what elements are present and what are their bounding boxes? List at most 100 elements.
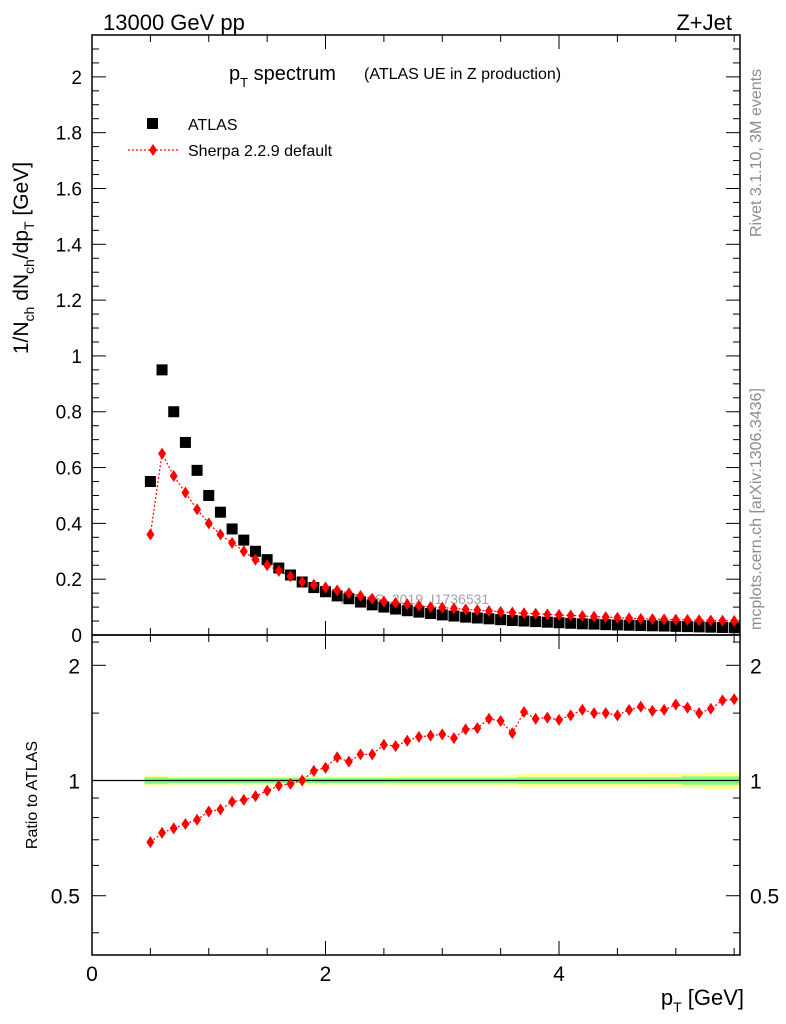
sherpa-point (239, 545, 248, 558)
y-tick-label: 0.4 (56, 514, 83, 535)
sherpa-point (625, 612, 634, 625)
sherpa-point (204, 517, 213, 530)
atlas-point (448, 610, 460, 622)
ratio-y-tick-label: 2 (68, 655, 80, 678)
x-tick-label: 0 (86, 963, 98, 986)
ratio-point (438, 728, 447, 741)
sherpa-point (228, 536, 237, 549)
sherpa-point (344, 587, 353, 600)
xlabel-rest: [GeV] (682, 985, 744, 1010)
x-axis-label: pT [GeV] (661, 985, 744, 1015)
ratio-point (706, 702, 715, 715)
ratio-y-tick-label-right: 0.5 (750, 886, 779, 909)
ratio-point (555, 713, 564, 726)
ratio-point (391, 740, 400, 753)
ratio-line (150, 698, 735, 843)
atlas-point (238, 534, 250, 546)
legend-atlas-marker (147, 118, 158, 129)
xlabel-sub: T (673, 999, 682, 1015)
sherpa-point (263, 559, 272, 572)
atlas-point (179, 436, 191, 448)
ratio-point (531, 712, 540, 725)
ratio-point (158, 826, 167, 839)
ratio-point (263, 784, 272, 797)
sherpa-point (508, 606, 517, 619)
atlas-point (646, 620, 658, 632)
y-tick-label: 1.8 (56, 124, 82, 145)
x-tick-label: 4 (553, 963, 565, 986)
mcplots-label: mcplots.cern.ch [arXiv:1306.3436] (748, 388, 765, 630)
atlas-point (249, 545, 261, 557)
main-y-tick-labels: 0 0.2 0.4 0.6 0.8 1 1.2 1.4 1.6 1.8 2 (56, 68, 83, 647)
sherpa-point (391, 596, 400, 609)
title-sub: T (240, 75, 248, 90)
main-marks (144, 364, 740, 634)
ratio-point (333, 751, 342, 764)
ratio-tick-labels: 0.5 0.5 1 1 2 2 0 2 4 (51, 655, 779, 986)
sherpa-point (578, 610, 587, 623)
atlas-point (425, 608, 437, 620)
ratio-y-tick-label: 1 (68, 771, 80, 794)
ratio-point (648, 704, 657, 717)
ratio-point (146, 836, 155, 849)
ratio-point (251, 790, 260, 803)
atlas-point (541, 616, 553, 628)
atlas-point (600, 619, 612, 631)
atlas-point (390, 603, 402, 615)
atlas-point (191, 464, 203, 476)
sherpa-point (193, 503, 202, 516)
atlas-point (553, 617, 565, 629)
sherpa-point (531, 607, 540, 620)
atlas-point (144, 476, 156, 488)
sherpa-point (590, 610, 599, 623)
atlas-point (471, 612, 483, 624)
atlas-point (483, 613, 495, 625)
y-tick-label: 1.4 (56, 235, 83, 256)
ratio-panel: 0.5 0.5 1 1 2 2 0 2 4 Ratio to ATLAS pT [GeV] (24, 634, 779, 1015)
main-y-ticks (91, 35, 740, 636)
atlas-point (530, 616, 542, 628)
ratio-point (601, 707, 610, 720)
sherpa-point (356, 589, 365, 602)
atlas-point (681, 621, 693, 633)
sherpa-point (286, 570, 295, 583)
sherpa-point (169, 469, 178, 482)
sherpa-point (601, 611, 610, 624)
atlas-point (495, 614, 507, 626)
ratio-point (578, 703, 587, 716)
ratio-point (520, 706, 528, 719)
ratio-point (426, 729, 435, 742)
ratio-point (566, 709, 575, 722)
main-y-axis-label: 1/Nch dNch/dpT [GeV] (10, 162, 37, 354)
sherpa-point (298, 575, 307, 588)
sherpa-point (660, 613, 669, 626)
energy-label: 13000 GeV pp (103, 10, 245, 35)
sherpa-point (648, 613, 657, 626)
atlas-point (705, 621, 717, 633)
atlas-point (588, 618, 600, 630)
sherpa-point (718, 614, 727, 627)
x-tick-label: 2 (320, 963, 332, 986)
ratio-point (309, 764, 318, 777)
sherpa-point (706, 614, 715, 627)
sherpa-point (158, 447, 167, 460)
atlas-point (576, 618, 588, 630)
y-tick-label: 1 (71, 347, 82, 368)
ratio-point (449, 732, 458, 745)
legend-sherpa-marker (149, 144, 157, 156)
atlas-point (611, 619, 623, 631)
y-tick-label: 2 (71, 68, 82, 89)
y-tick-label: 0.8 (56, 403, 82, 424)
ratio-ticks (91, 635, 740, 955)
sherpa-point (274, 564, 283, 577)
ratio-point (718, 694, 727, 707)
ratio-frame (91, 634, 741, 956)
ratio-point (286, 777, 295, 790)
ratio-marks (146, 693, 739, 849)
ratio-point (660, 703, 669, 716)
ratio-point (590, 707, 599, 720)
legend-sherpa-label: Sherpa 2.2.9 default (188, 143, 333, 160)
atlas-point (635, 620, 647, 632)
ratio-y-tick-label-right: 2 (750, 655, 762, 678)
sherpa-point (566, 609, 575, 622)
